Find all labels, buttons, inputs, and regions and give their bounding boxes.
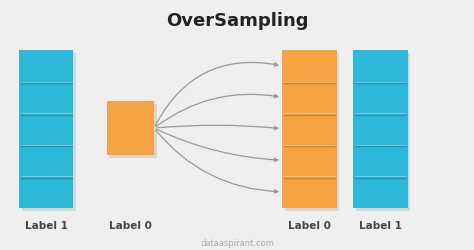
Bar (356, 53, 410, 210)
Bar (353, 50, 408, 207)
Bar (282, 50, 337, 207)
Text: Label 1: Label 1 (359, 221, 402, 231)
Text: Label 1: Label 1 (25, 221, 68, 231)
Text: Label 0: Label 0 (109, 221, 152, 231)
Bar (22, 53, 76, 210)
Bar (19, 50, 73, 207)
Bar (107, 101, 154, 155)
Bar (109, 104, 157, 158)
Bar (285, 53, 339, 210)
Text: dataaspirant.com: dataaspirant.com (200, 238, 274, 248)
Text: OverSampling: OverSampling (166, 12, 308, 30)
Text: Label 0: Label 0 (288, 221, 331, 231)
